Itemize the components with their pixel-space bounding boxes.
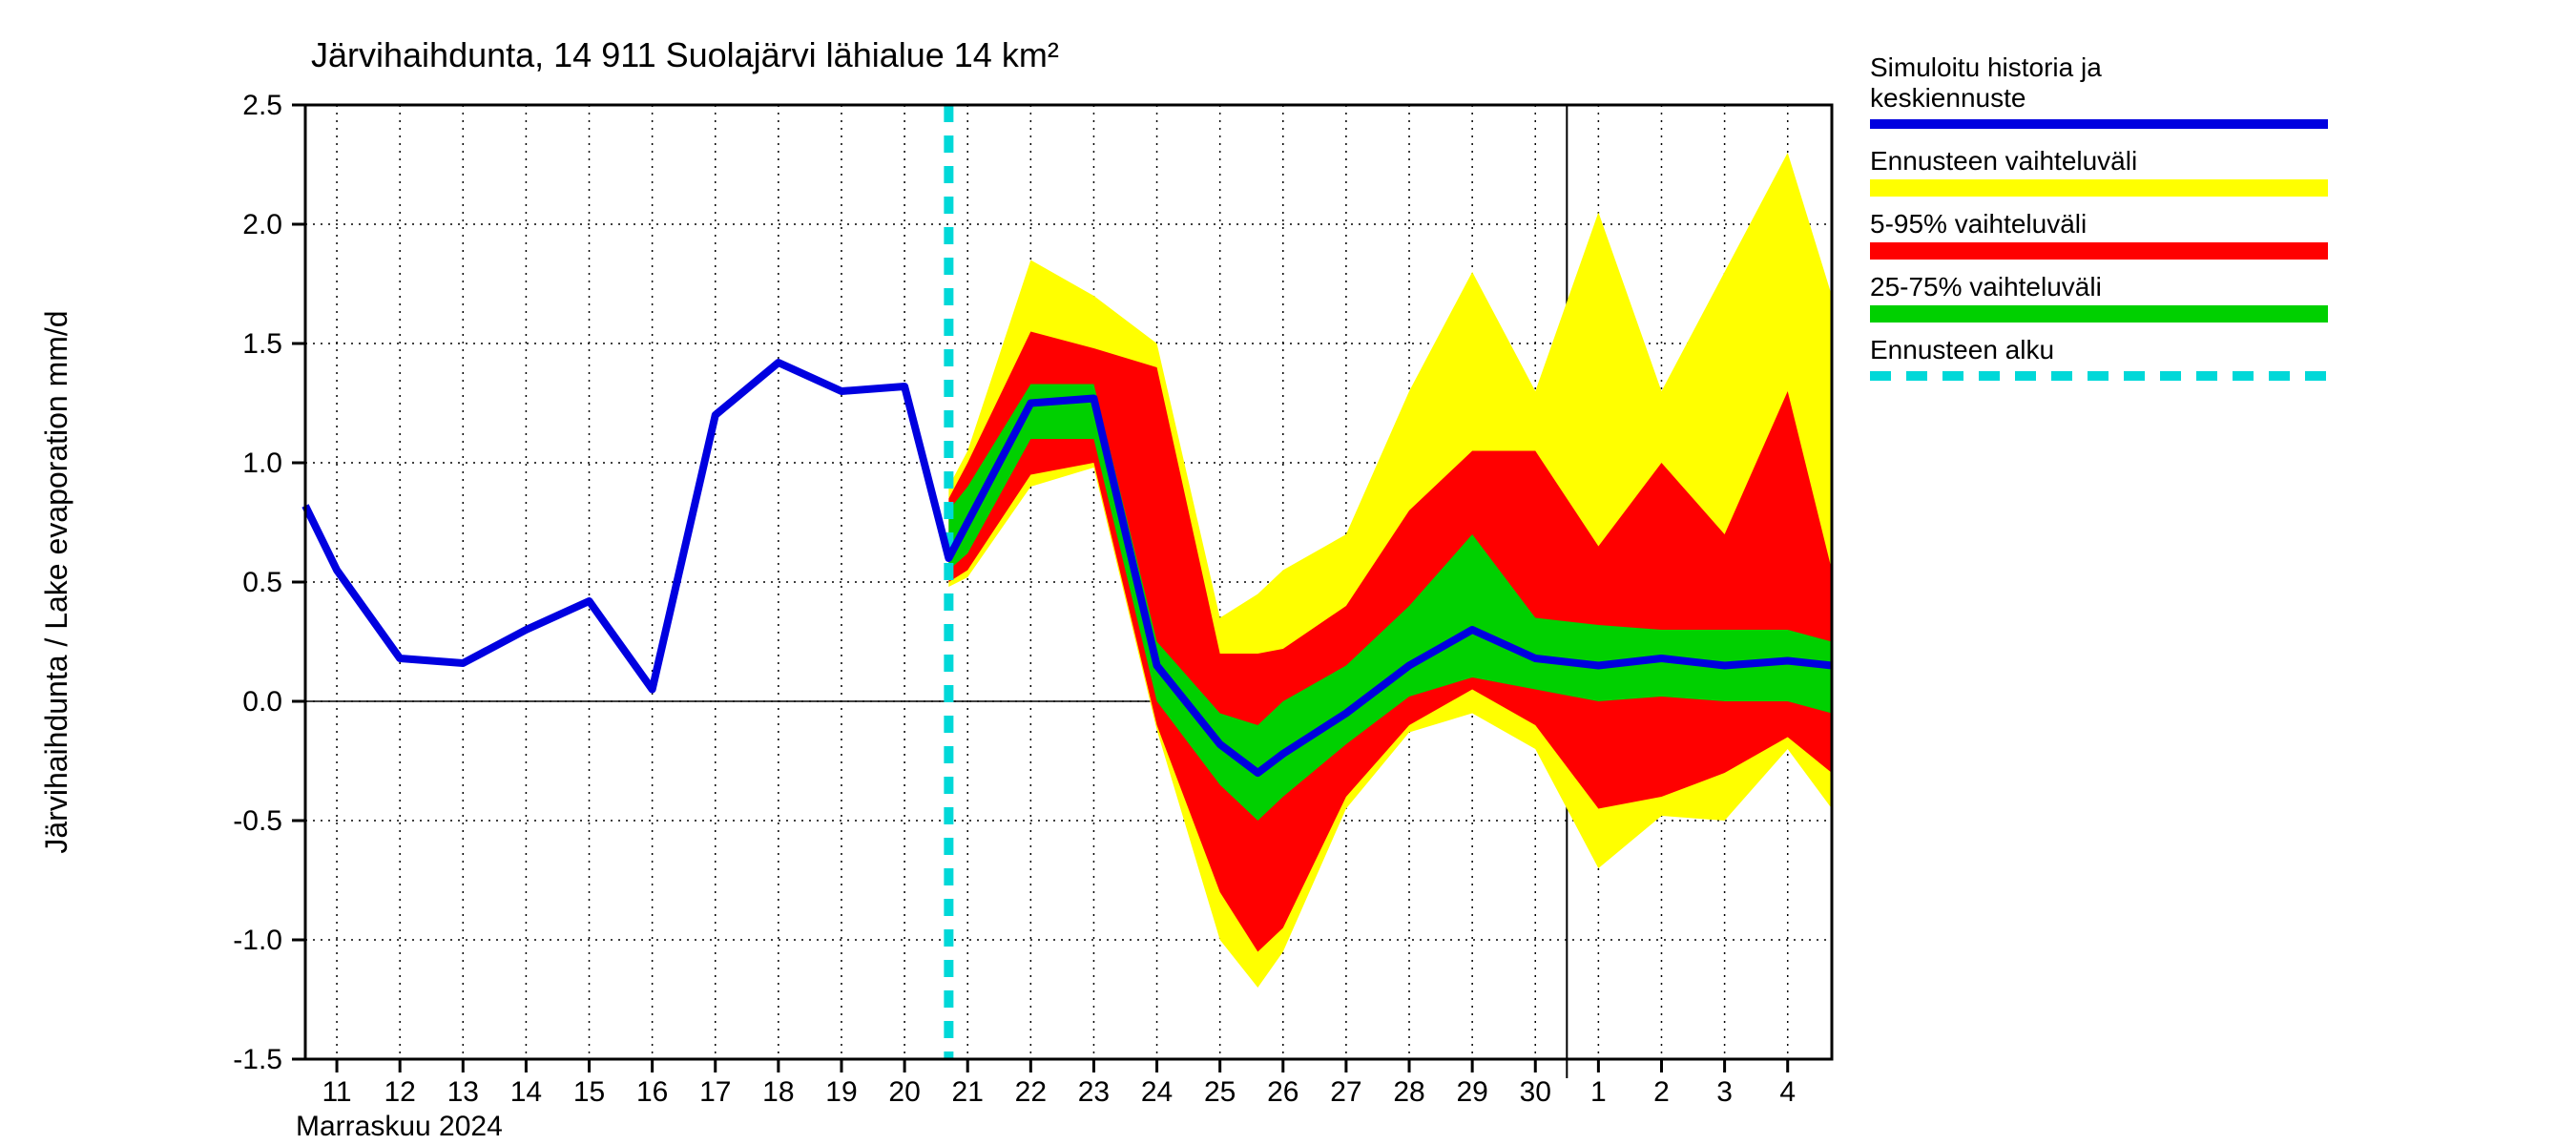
chart-title: Järvihaihdunta, 14 911 Suolajärvi lähial… <box>311 35 1059 74</box>
legend-swatch-block <box>1870 242 2328 260</box>
x-tick-label: 28 <box>1393 1076 1424 1108</box>
y-tick-label: -0.5 <box>233 805 282 837</box>
x-tick-label: 11 <box>322 1076 351 1108</box>
legend-label: Simuloitu historia ja <box>1870 52 2102 82</box>
y-axis-label: Järvihaihdunta / Lake evaporation mm/d <box>39 310 73 853</box>
x-tick-label: 20 <box>888 1076 920 1108</box>
legend: Simuloitu historia jakeskiennuste Ennuste… <box>1870 52 2328 376</box>
y-tick-label: 2.0 <box>242 209 282 240</box>
x-tick-label: 24 <box>1141 1076 1173 1108</box>
x-tick-label: 18 <box>762 1076 794 1108</box>
x-tick-label: 16 <box>636 1076 668 1108</box>
x-tick-label: 4 <box>1779 1076 1796 1108</box>
x-tick-label: 27 <box>1330 1076 1361 1108</box>
y-tick-label: 1.0 <box>242 448 282 479</box>
legend-label: 5-95% vaihteluväli <box>1870 209 2087 239</box>
y-tick-label: 0.0 <box>242 686 282 718</box>
x-tick-label: 14 <box>510 1076 542 1108</box>
x-tick-label: 26 <box>1267 1076 1298 1108</box>
y-tick-label: 1.5 <box>242 328 282 360</box>
legend-swatch-block <box>1870 305 2328 323</box>
x-tick-label: 25 <box>1204 1076 1236 1108</box>
x-tick-label: 15 <box>573 1076 605 1108</box>
plot-area: 2.52.01.51.00.50.0-0.5-1.0-1.51112131415… <box>233 90 1832 1145</box>
legend-label: Ennusteen alku <box>1870 335 2054 364</box>
legend-label: Ennusteen vaihteluväli <box>1870 146 2137 176</box>
legend-label: keskiennuste <box>1870 83 2025 113</box>
x-tick-label: 19 <box>825 1076 857 1108</box>
x-tick-label: 3 <box>1716 1076 1733 1108</box>
legend-swatch-block <box>1870 179 2328 197</box>
y-tick-label: -1.0 <box>233 925 282 956</box>
y-tick-label: 0.5 <box>242 567 282 598</box>
legend-label: 25-75% vaihteluväli <box>1870 272 2102 302</box>
x-tick-label: 1 <box>1590 1076 1607 1108</box>
lake-evaporation-chart: Järvihaihdunta, 14 911 Suolajärvi lähial… <box>0 0 2576 1145</box>
y-tick-label: 2.5 <box>242 90 282 121</box>
x-tick-label: 12 <box>384 1076 415 1108</box>
x-tick-label: 17 <box>699 1076 731 1108</box>
x-tick-label: 23 <box>1078 1076 1110 1108</box>
x-tick-label: 30 <box>1520 1076 1551 1108</box>
x-tick-label: 22 <box>1015 1076 1047 1108</box>
x-month-fi: Marraskuu 2024 <box>296 1111 503 1142</box>
x-tick-label: 29 <box>1456 1076 1487 1108</box>
x-tick-label: 13 <box>447 1076 479 1108</box>
x-tick-label: 21 <box>952 1076 984 1108</box>
y-tick-label: -1.5 <box>233 1044 282 1075</box>
x-tick-label: 2 <box>1653 1076 1670 1108</box>
